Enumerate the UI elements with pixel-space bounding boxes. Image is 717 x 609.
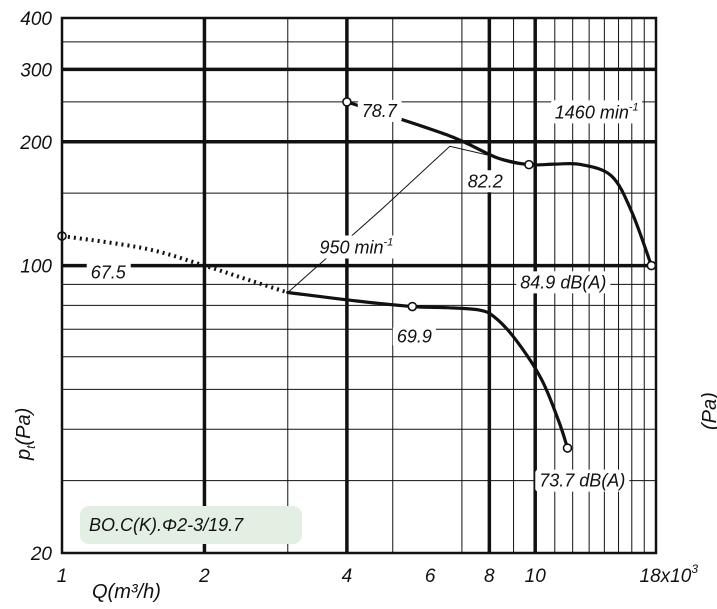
y-axis-title: pt(Pa) bbox=[13, 408, 38, 461]
y-axis-title-unit: (Pa) bbox=[13, 408, 35, 446]
x-tick-label: 10 bbox=[525, 566, 547, 587]
data-point bbox=[407, 301, 418, 312]
x-tick-superscript: 3 bbox=[691, 562, 698, 576]
plot-frame bbox=[60, 16, 658, 555]
y-tick-label: 100 bbox=[20, 257, 52, 278]
annotation: 84.9 dB(A) bbox=[516, 271, 611, 294]
x-tick-text: 10 bbox=[525, 566, 547, 587]
annotation-text: 82.2 bbox=[468, 171, 503, 191]
svg-text:pt(Pa): pt(Pa) bbox=[13, 408, 38, 461]
annotation-label: 84.9 dB(A) bbox=[520, 272, 606, 292]
series-line bbox=[345, 100, 653, 268]
annotation-text: 78.7 bbox=[362, 101, 398, 121]
annotation-bg bbox=[357, 99, 402, 122]
y-tick-label: 300 bbox=[20, 60, 52, 81]
y-axis-title-subscript: t bbox=[24, 445, 38, 449]
x-tick-text: 4 bbox=[342, 566, 353, 587]
annotation-bg bbox=[315, 235, 398, 259]
data-point bbox=[646, 260, 657, 271]
series-group bbox=[62, 100, 653, 450]
x-tick-text: 1 bbox=[57, 566, 68, 587]
series-line bbox=[286, 290, 570, 450]
annotation-bg bbox=[463, 170, 507, 193]
data-point bbox=[562, 443, 573, 453]
svg-text:(Pa): (Pa) bbox=[699, 392, 717, 430]
annotation: 73.7 dB(A) bbox=[535, 469, 630, 492]
cropped-secondary-y-title: (Pa) bbox=[699, 392, 717, 430]
x-tick-label: 1 bbox=[57, 566, 68, 587]
annotation-label: 69.9 bbox=[397, 327, 432, 347]
x-tick-text: 8 bbox=[484, 566, 495, 587]
annotation-bg bbox=[392, 325, 436, 348]
x-tick-label: 4 bbox=[342, 566, 353, 587]
annotation: 950 min-1 bbox=[315, 235, 398, 259]
annotation-text: 1460 min bbox=[555, 102, 629, 122]
model-label: BO.C(K).Φ2-3/19.7 bbox=[89, 515, 244, 535]
annotation-text: 84.9 dB(A) bbox=[520, 272, 606, 292]
data-point bbox=[342, 97, 352, 107]
x-axis-title: Q(m³/h) bbox=[92, 581, 161, 603]
annotation-superscript: -1 bbox=[384, 236, 394, 248]
x-tick-label: 2 bbox=[198, 566, 210, 587]
annotation-superscript: -1 bbox=[629, 101, 639, 113]
annotation-label: 82.2 bbox=[468, 171, 503, 191]
annotation: 69.9 bbox=[392, 325, 436, 348]
x-tick-text: 18x10 bbox=[640, 566, 692, 587]
x-tick-label: 6 bbox=[425, 566, 436, 587]
y-tick-label: 200 bbox=[19, 133, 52, 154]
y-tick-label: 20 bbox=[30, 544, 53, 565]
annotation-bg bbox=[516, 271, 611, 294]
annotation-label: 67.5 bbox=[91, 263, 127, 283]
x-tick-text: 6 bbox=[425, 566, 436, 587]
model-label-box: BO.C(K).Φ2-3/19.7 bbox=[80, 506, 302, 544]
annotation-text: 73.7 dB(A) bbox=[539, 471, 625, 491]
annotation: 78.7 bbox=[357, 99, 402, 122]
x-tick-label: 8 bbox=[484, 566, 495, 587]
annotation-bg bbox=[86, 261, 131, 284]
series-line bbox=[62, 234, 289, 295]
tick-labels: 20 100 200 300 400 1 2 4 6 8 10 18x103 bbox=[19, 9, 698, 587]
annotation-text: 950 min bbox=[319, 237, 383, 257]
annotation: 82.2 bbox=[463, 170, 507, 193]
y-axis-title-main: p bbox=[13, 449, 35, 461]
y-tick-label: 400 bbox=[20, 9, 52, 30]
data-point bbox=[524, 159, 534, 170]
annotation: 1460 min-1 bbox=[550, 100, 643, 124]
annotation-label: 1460 min-1 bbox=[555, 101, 639, 122]
annotation-label: 78.7 bbox=[362, 101, 398, 121]
annotation-bg bbox=[535, 469, 630, 492]
annotation-text: 69.9 bbox=[397, 327, 432, 347]
annotation-text: 67.5 bbox=[91, 263, 127, 283]
x-tick-label: 18x103 bbox=[640, 562, 699, 587]
annotation-label: 950 min-1 bbox=[319, 236, 393, 257]
x-tick-text: 2 bbox=[198, 566, 210, 587]
annotation-label: 73.7 dB(A) bbox=[539, 471, 625, 491]
annotation-bg bbox=[550, 100, 643, 124]
annotation: 67.5 bbox=[86, 261, 131, 284]
